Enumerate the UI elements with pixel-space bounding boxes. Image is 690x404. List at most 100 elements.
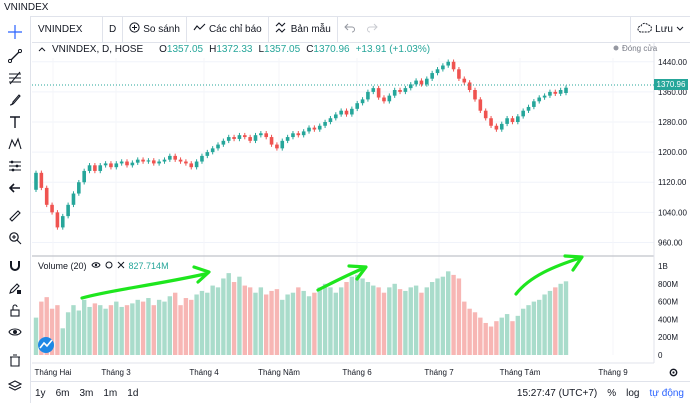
text-icon[interactable] <box>5 112 25 132</box>
candle-body <box>398 90 402 92</box>
fib-icon[interactable] <box>5 68 25 88</box>
range-1d[interactable]: 1d <box>127 387 139 399</box>
candle-body <box>189 163 194 168</box>
interval-label: D <box>109 23 117 35</box>
volume-value: 827.714M <box>128 261 169 271</box>
candle-body <box>259 133 263 136</box>
volume-bar <box>296 287 301 355</box>
trend-line-icon[interactable] <box>5 46 25 66</box>
range-3m[interactable]: 3m <box>79 387 94 399</box>
ruler-icon[interactable] <box>5 206 25 226</box>
candle-body <box>173 155 177 160</box>
volume-bar <box>87 306 92 355</box>
volume-bar <box>446 271 451 355</box>
range-6m[interactable]: 6m <box>55 387 70 399</box>
candle-body <box>87 165 92 171</box>
price-tick-label: 1280.00 <box>658 118 687 127</box>
candle-body <box>537 97 542 102</box>
redo-icon <box>366 23 378 36</box>
volume-bar <box>231 282 237 355</box>
candle-body <box>221 140 226 145</box>
range-1m[interactable]: 1m <box>103 387 118 399</box>
trash-icon[interactable] <box>5 350 25 370</box>
legend-close: C1370.96 <box>306 44 349 55</box>
save-button[interactable]: Lưu <box>630 16 690 42</box>
candle-body <box>103 163 108 166</box>
undo-button[interactable] <box>338 16 361 42</box>
candle-body <box>60 216 65 228</box>
volume-bar <box>360 278 365 355</box>
pencil-lock-icon[interactable] <box>5 278 25 298</box>
lock-icon[interactable] <box>5 300 25 320</box>
close-icon[interactable] <box>117 261 125 271</box>
candle-body <box>441 65 445 70</box>
magnet-icon[interactable] <box>5 256 25 276</box>
compare-button[interactable]: So sánh <box>123 16 187 42</box>
clock[interactable]: 15:27:47 (UTC+7) <box>516 387 598 399</box>
candle-body <box>162 159 167 162</box>
log-toggle[interactable]: log <box>626 387 640 399</box>
volume-bar <box>242 285 247 355</box>
volume-bar <box>258 287 264 355</box>
interval-button[interactable]: D <box>103 16 124 42</box>
indicators-button[interactable]: Các chỉ báo <box>187 16 269 42</box>
candle-body <box>291 133 295 138</box>
crosshair-icon[interactable] <box>5 22 25 42</box>
candle-body <box>55 212 60 228</box>
symbol-search[interactable]: VNINDEX <box>32 16 103 42</box>
price-tick-label: 1120.00 <box>658 178 687 187</box>
arrow-left-icon[interactable] <box>5 178 25 198</box>
candle-body <box>494 125 499 130</box>
templates-button[interactable]: Bản mẫu <box>269 16 338 42</box>
zoom-in-icon[interactable] <box>5 228 25 248</box>
volume-bar <box>103 308 108 355</box>
candle-body <box>462 78 467 83</box>
volume-bar <box>146 298 151 355</box>
hand-drawn-arrows <box>80 254 584 300</box>
pattern-icon[interactable] <box>5 134 25 154</box>
chevron-down-icon <box>676 24 684 35</box>
candle-body <box>157 161 161 164</box>
percent-toggle[interactable]: % <box>607 387 617 399</box>
legend-open: O1357.05 <box>159 44 203 55</box>
volume-bar <box>338 287 344 355</box>
annotation-arrow-1 <box>80 272 207 300</box>
settings-icon[interactable] <box>105 261 113 271</box>
volume-bar <box>520 308 526 355</box>
save-label: Lưu <box>655 23 673 35</box>
annotation-arrowhead-1 <box>192 265 211 284</box>
settings-gear-icon[interactable] <box>668 367 679 381</box>
open-label: O <box>159 44 167 55</box>
volume-bar <box>344 282 349 355</box>
volume-tick-label: 800M <box>658 280 678 289</box>
candle-body <box>376 88 381 98</box>
candle-body <box>323 122 327 126</box>
volume-tick-label: 0 <box>658 351 663 360</box>
volume-tick-label: 600M <box>658 298 678 307</box>
layers-icon[interactable] <box>5 376 25 396</box>
volume-bar <box>408 287 413 355</box>
volume-bar <box>413 285 419 355</box>
range-1y[interactable]: 1y <box>35 387 46 399</box>
candle-body <box>478 99 483 111</box>
candle-body <box>242 135 247 138</box>
brush-icon[interactable] <box>5 90 25 110</box>
candle-body <box>184 161 188 164</box>
measure-icon[interactable] <box>5 156 25 176</box>
volume-bar <box>221 278 226 355</box>
eye-icon[interactable] <box>5 322 25 342</box>
redo-button[interactable] <box>361 16 384 42</box>
high-value: 1372.33 <box>216 44 253 55</box>
candle-body <box>82 170 86 183</box>
volume-bar <box>183 298 189 355</box>
eye-icon[interactable] <box>90 261 101 271</box>
candle-body <box>392 90 397 96</box>
volume-bar <box>371 285 376 355</box>
auto-toggle[interactable]: tự động <box>649 387 685 399</box>
candle-body <box>521 110 525 117</box>
legend-high: H1372.33 <box>209 44 252 55</box>
candle-body <box>350 108 354 115</box>
candle-body <box>532 101 536 107</box>
chevron-up-icon[interactable] <box>38 44 46 55</box>
